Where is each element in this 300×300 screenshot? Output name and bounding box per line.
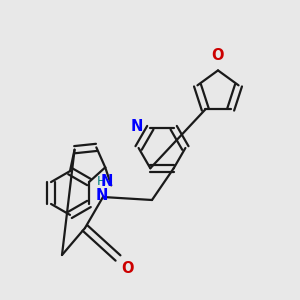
Text: N: N xyxy=(95,188,108,203)
Text: O: O xyxy=(212,48,224,63)
Text: N: N xyxy=(100,174,113,189)
Text: O: O xyxy=(121,261,134,276)
Text: H: H xyxy=(97,175,106,188)
Text: N: N xyxy=(130,119,143,134)
